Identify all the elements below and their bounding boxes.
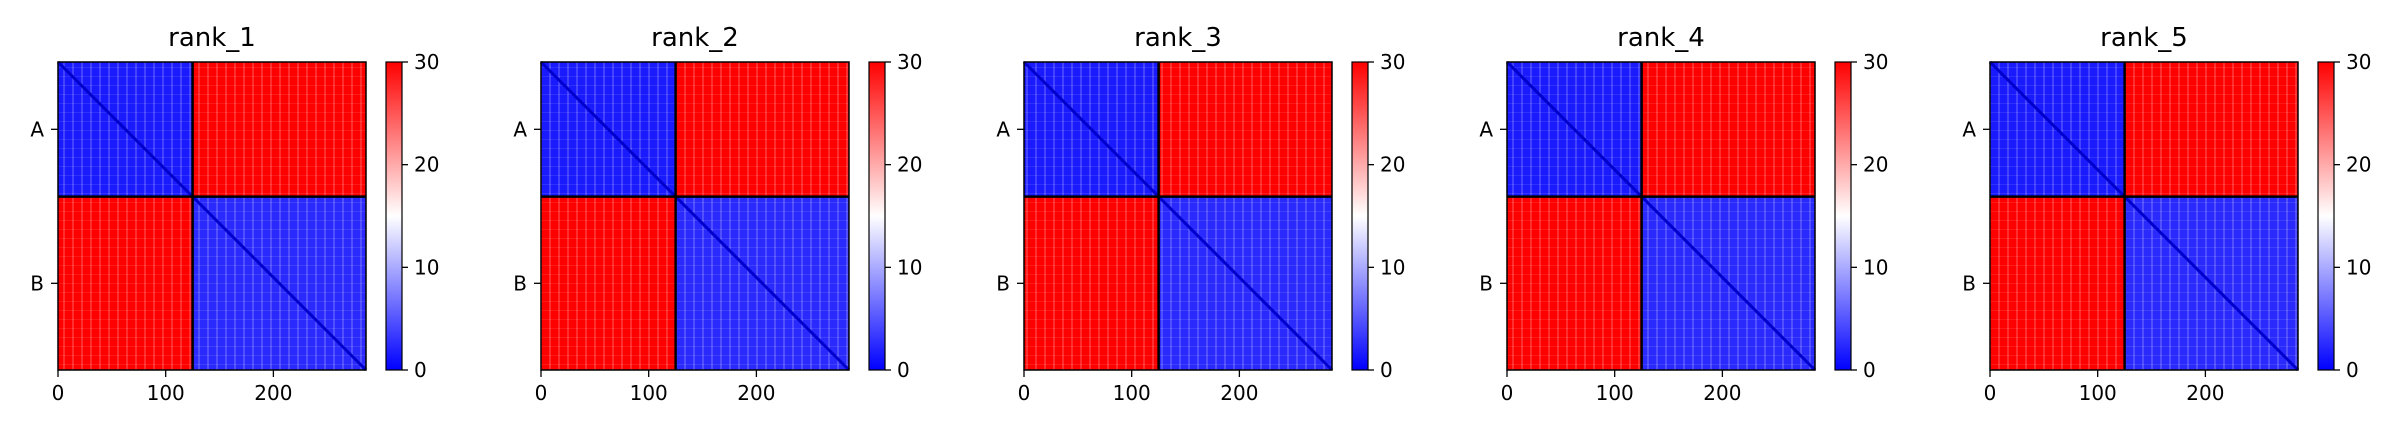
colorbar-tick-label: 0 [2346, 358, 2359, 382]
heatmap-diagonal [1022, 60, 1334, 372]
x-tick-label: 0 [52, 381, 65, 405]
colorbar [1834, 61, 1852, 371]
x-tick-label: 100 [1596, 381, 1634, 405]
chain-label-b: B [1479, 271, 1493, 295]
x-tick-label: 0 [1984, 381, 1997, 405]
axes-frame [1989, 61, 2299, 371]
heatmap-panel-2: rank_2 0 100 200 A B 0 10 20 30 [513, 23, 922, 405]
heatmap-panel-5: rank_5 0 100 200 A B 0 10 20 30 [1962, 23, 2371, 405]
chain-label-a: A [1479, 117, 1493, 141]
colorbar-tick-label: 10 [897, 255, 922, 279]
colorbar-tick-label: 10 [1380, 255, 1405, 279]
panel-title: rank_2 [651, 23, 739, 53]
axes-frame [57, 61, 367, 371]
x-tick-label: 100 [630, 381, 668, 405]
chain-label-a: A [996, 117, 1010, 141]
x-tick-label: 200 [737, 381, 775, 405]
x-tick-label: 0 [535, 381, 548, 405]
colorbar-tick-label: 10 [414, 255, 439, 279]
colorbar-tick-label: 30 [1863, 50, 1888, 74]
chain-label-b: B [30, 271, 44, 295]
chain-label-b: B [1962, 271, 1976, 295]
colorbar [2317, 61, 2335, 371]
colorbar [868, 61, 886, 371]
colorbar-tick-label: 20 [1380, 153, 1405, 177]
heatmap-panel-3: rank_3 0 100 200 A B 0 10 20 30 [996, 23, 1405, 405]
heatmap-diagonal [1988, 60, 2300, 372]
x-tick-label: 0 [1501, 381, 1514, 405]
x-tick-label: 200 [254, 381, 292, 405]
chain-label-a: A [513, 117, 527, 141]
x-tick-label: 200 [1220, 381, 1258, 405]
heatmap-diagonal [56, 60, 368, 372]
colorbar-tick-label: 0 [1380, 358, 1393, 382]
colorbar-tick-label: 20 [414, 153, 439, 177]
x-tick-label: 100 [2079, 381, 2117, 405]
colorbar-tick-label: 30 [414, 50, 439, 74]
colorbar-tick-label: 10 [2346, 255, 2371, 279]
colorbar-tick-label: 20 [897, 153, 922, 177]
colorbar-tick-label: 20 [1863, 153, 1888, 177]
colorbar-tick-label: 30 [897, 50, 922, 74]
axes-frame [1023, 61, 1333, 371]
axes-frame [540, 61, 850, 371]
x-tick-label: 100 [1113, 381, 1151, 405]
colorbar [1351, 61, 1369, 371]
colorbar-tick-label: 30 [1380, 50, 1405, 74]
panel-title: rank_3 [1134, 23, 1222, 53]
heatmap-diagonal [539, 60, 851, 372]
x-tick-label: 0 [1018, 381, 1031, 405]
colorbar-tick-label: 0 [897, 358, 910, 382]
panel-title: rank_5 [2100, 23, 2188, 53]
heatmap-panel-1: rank_1 0 100 200 A B 0 10 20 30 [30, 23, 439, 405]
panel-title: rank_4 [1617, 23, 1705, 53]
x-tick-label: 200 [2186, 381, 2224, 405]
colorbar-tick-label: 30 [2346, 50, 2371, 74]
chain-label-a: A [30, 117, 44, 141]
axes-frame [1506, 61, 1816, 371]
colorbar-tick-label: 10 [1863, 255, 1888, 279]
colorbar-tick-label: 0 [414, 358, 427, 382]
heatmap-diagonal [1505, 60, 1817, 372]
colorbar-tick-label: 20 [2346, 153, 2371, 177]
chain-label-b: B [996, 271, 1010, 295]
colorbar [385, 61, 403, 371]
chain-label-b: B [513, 271, 527, 295]
chain-label-a: A [1962, 117, 1976, 141]
heatmap-panel-4: rank_4 0 100 200 A B 0 10 20 30 [1479, 23, 1888, 405]
x-tick-label: 100 [147, 381, 185, 405]
x-tick-label: 200 [1703, 381, 1741, 405]
panel-title: rank_1 [168, 23, 256, 53]
colorbar-tick-label: 0 [1863, 358, 1876, 382]
